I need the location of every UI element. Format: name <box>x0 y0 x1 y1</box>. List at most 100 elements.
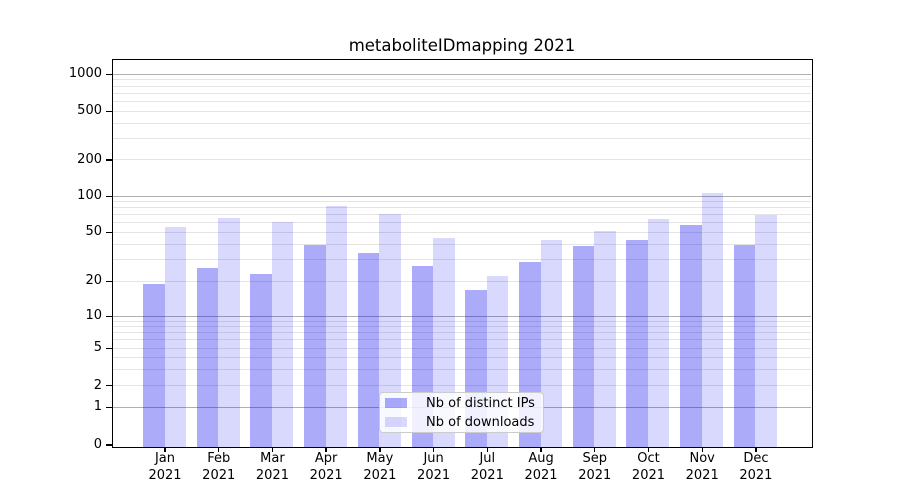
bar-distinct-ips-dec <box>733 244 756 447</box>
y-tick-label-2: 2 <box>93 377 102 393</box>
gridline-minor <box>113 231 811 233</box>
x-tick-label-jan: Jan 2021 <box>148 451 182 483</box>
bar-downloads-aug <box>540 239 563 447</box>
gridline-minor <box>113 320 811 322</box>
bar-downloads-sep <box>594 230 616 447</box>
gridline-minor <box>113 332 811 334</box>
y-tick-label-5: 5 <box>93 340 102 356</box>
gridline-minor <box>113 258 811 260</box>
y-tick-mark <box>106 73 113 75</box>
bar-downloads-may <box>379 213 401 447</box>
legend-swatch-distinct-ips <box>385 398 407 408</box>
gridline-minor <box>113 159 811 161</box>
chart-title: metaboliteIDmapping 2021 <box>348 36 576 55</box>
gridline-minor <box>113 110 811 112</box>
gridline-minor <box>113 122 811 124</box>
x-tick-label-feb: Feb 2021 <box>202 451 236 483</box>
y-tick-mark <box>106 159 113 161</box>
y-tick-mark <box>106 444 113 446</box>
gridline-minor <box>113 92 811 94</box>
x-tick-label-dec: Dec 2021 <box>739 451 773 483</box>
gridline-minor <box>113 347 811 349</box>
x-tick-mark <box>755 447 757 452</box>
gridline-minor <box>113 356 811 358</box>
bar-distinct-ips-mar <box>250 274 272 447</box>
x-tick-label-mar: Mar 2021 <box>255 451 289 483</box>
x-tick-label-apr: Apr 2021 <box>309 451 343 483</box>
gridline-major <box>113 73 811 75</box>
y-tick-mark <box>106 315 113 318</box>
x-tick-mark <box>701 447 703 452</box>
bar-downloads-dec <box>755 215 777 447</box>
y-tick-mark <box>106 110 113 113</box>
gridline-minor <box>113 85 811 87</box>
legend-item-downloads: Nb of downloads <box>380 414 543 430</box>
y-tick-label-50: 50 <box>85 224 102 240</box>
legend-item-distinct-ips: Nb of distinct IPs <box>380 395 543 411</box>
y-tick-label-200: 200 <box>77 151 102 167</box>
x-tick-mark <box>379 447 381 452</box>
bar-distinct-ips-apr <box>304 244 326 447</box>
bar-downloads-nov <box>701 192 724 447</box>
gridline-minor <box>113 339 811 341</box>
gridline-major <box>113 195 811 197</box>
plot-area <box>112 59 813 448</box>
gridline-minor <box>113 214 811 216</box>
legend-swatch-downloads <box>385 417 407 427</box>
y-tick-label-1: 1 <box>93 399 102 414</box>
y-tick-mark <box>106 347 113 350</box>
gridline-minor <box>113 243 811 245</box>
bar-downloads-mar <box>271 221 294 447</box>
x-tick-mark <box>218 447 220 452</box>
bar-distinct-ips-sep <box>572 246 595 447</box>
bar-downloads-jan <box>164 226 186 447</box>
x-tick-mark <box>540 447 542 452</box>
gridline-minor <box>113 368 811 370</box>
gridline-minor <box>113 326 811 328</box>
gridline-minor <box>113 385 811 386</box>
legend-label-downloads: Nb of downloads <box>426 414 535 430</box>
y-tick-mark <box>106 385 113 387</box>
y-tick-label-1000: 1000 <box>68 66 102 81</box>
bar-downloads-oct <box>647 219 670 447</box>
gridline-minor <box>113 137 811 139</box>
y-tick-label-0: 0 <box>93 436 102 452</box>
x-tick-label-jul: Jul 2021 <box>470 451 504 483</box>
x-tick-mark <box>271 447 274 452</box>
x-tick-label-sep: Sep 2021 <box>578 451 612 483</box>
gridline-minor <box>113 280 811 282</box>
legend: Nb of distinct IPs Nb of downloads <box>379 392 544 433</box>
gridline-minor <box>113 222 811 224</box>
x-tick-label-may: May 2021 <box>363 451 397 483</box>
gridline-major <box>113 315 811 317</box>
bar-distinct-ips-may <box>357 253 380 447</box>
y-tick-mark <box>106 195 113 197</box>
x-tick-label-nov: Nov 2021 <box>685 451 719 483</box>
y-tick-label-100: 100 <box>77 188 102 203</box>
y-tick-mark <box>106 231 113 234</box>
y-tick-mark <box>106 406 113 408</box>
y-tick-label-500: 500 <box>77 103 102 119</box>
gridline-minor <box>113 100 811 102</box>
x-tick-label-oct: Oct 2021 <box>631 451 666 483</box>
x-tick-mark <box>432 447 435 452</box>
bar-downloads-feb <box>218 218 240 447</box>
gridline-minor <box>113 207 811 209</box>
gridline-minor <box>113 79 811 81</box>
bar-distinct-ips-feb <box>196 267 219 447</box>
x-tick-label-jun: Jun 2021 <box>417 451 451 483</box>
x-tick-mark <box>486 447 488 452</box>
x-tick-mark <box>164 447 166 452</box>
x-tick-mark <box>647 447 650 452</box>
x-tick-mark <box>325 447 327 452</box>
x-tick-mark <box>594 447 596 452</box>
bar-distinct-ips-oct <box>626 239 648 447</box>
y-tick-mark <box>106 280 113 282</box>
legend-label-distinct-ips: Nb of distinct IPs <box>426 395 535 411</box>
y-tick-label-20: 20 <box>85 273 102 288</box>
bar-distinct-ips-jan <box>143 284 165 447</box>
x-tick-label-aug: Aug 2021 <box>524 451 558 483</box>
gridline-minor <box>113 201 811 203</box>
y-tick-label-10: 10 <box>85 308 102 324</box>
